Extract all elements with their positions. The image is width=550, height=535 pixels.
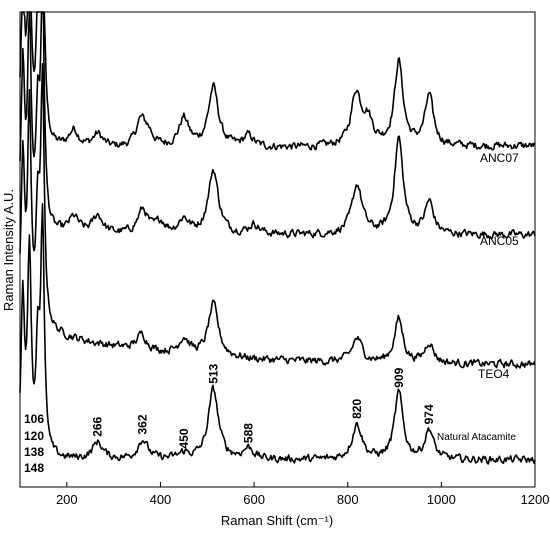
series-line-teo4 (19, 63, 536, 369)
series-label-layer: ANC07 ANC05 TEO4 Natural Atacamite (437, 151, 519, 443)
x-axis-title: Raman Shift (cm⁻¹) (221, 513, 333, 528)
x-tick-label: 400 (150, 492, 172, 507)
peak-label-layer: 266 362 450 513 588 820 909 974 (91, 363, 437, 448)
series-line-anc07 (19, 11, 536, 151)
peak-label: 362 (136, 414, 150, 434)
x-tick-label: 600 (243, 492, 265, 507)
x-tick-label: 1200 (521, 492, 550, 507)
peak-label: 820 (350, 399, 364, 419)
peak-label: 974 (422, 404, 436, 424)
peak-label: 266 (91, 416, 105, 436)
series-label-natural-atacamite: Natural Atacamite (437, 432, 516, 443)
plot-frame (19, 11, 536, 488)
peak-label: 513 (206, 363, 220, 383)
x-tick-label: 200 (56, 492, 78, 507)
y-axis-title: Raman Intensity A.U. (1, 189, 16, 311)
low-peak-label: 138 (24, 445, 44, 459)
low-peak-label: 120 (24, 429, 44, 443)
low-peak-label: 148 (24, 461, 44, 475)
series-label-teo4: TEO4 (478, 367, 510, 381)
low-peak-label-layer: 106 120 138 148 (24, 412, 44, 475)
x-tick-label: 1000 (427, 492, 456, 507)
peak-label: 450 (177, 428, 191, 448)
series-line-anc05 (19, 11, 536, 240)
series-label-anc05: ANC05 (480, 234, 519, 248)
x-tick-label: 800 (337, 492, 359, 507)
series-layer (19, 11, 536, 465)
series-line-natural-atacamite (19, 203, 536, 465)
peak-label: 588 (242, 423, 256, 443)
x-tick-layer: 200 400 600 800 1000 1200 (56, 482, 549, 507)
peak-label: 909 (392, 367, 406, 387)
series-label-anc07: ANC07 (480, 151, 519, 165)
low-peak-label: 106 (24, 412, 44, 426)
